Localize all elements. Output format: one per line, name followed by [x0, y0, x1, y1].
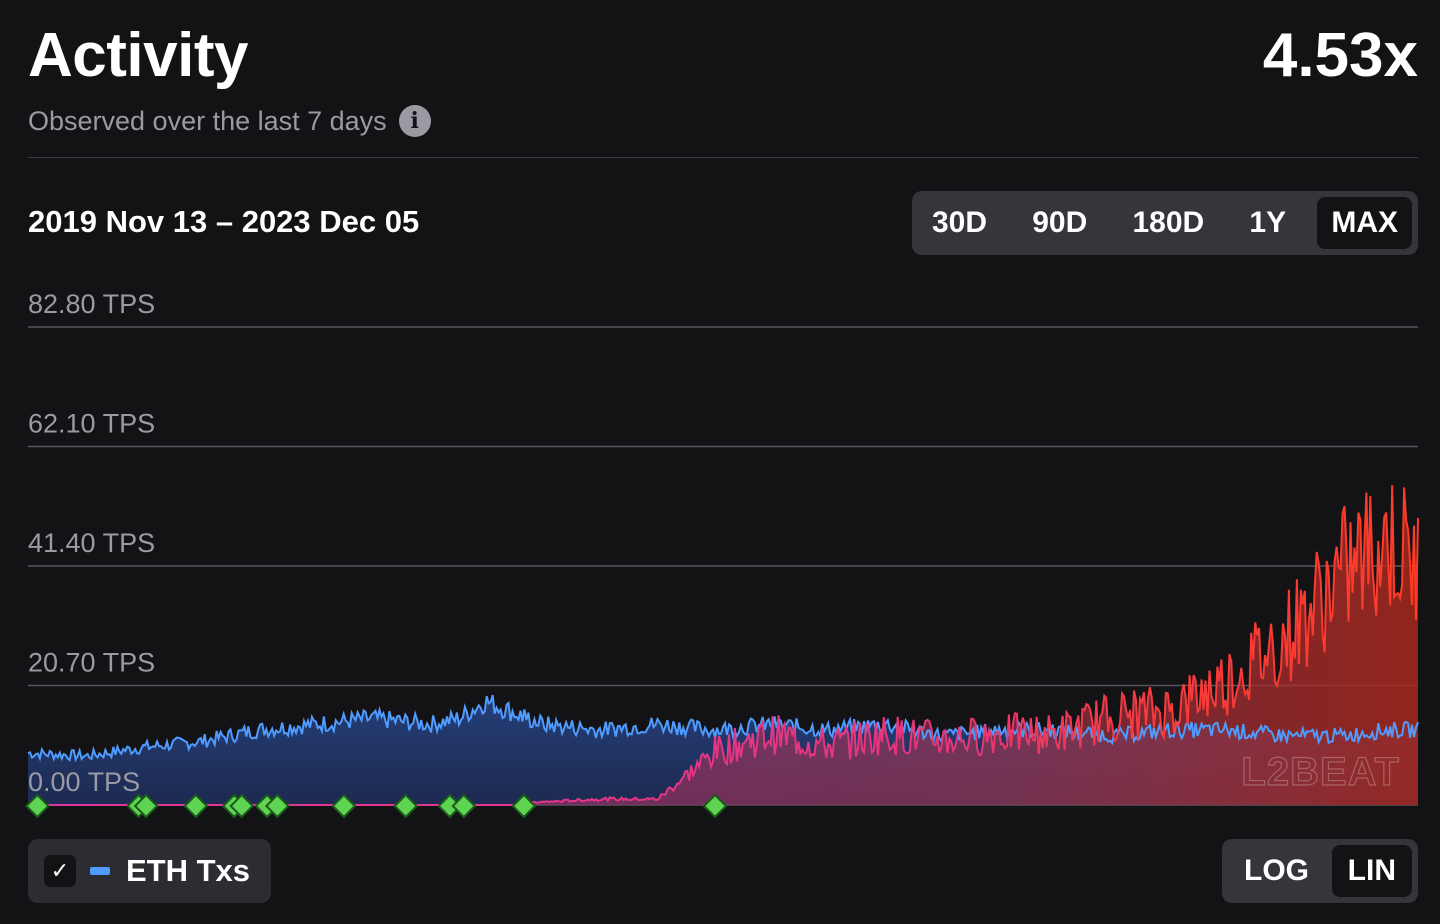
date-range-label: 2019 Nov 13 – 2023 Dec 05	[28, 204, 420, 239]
timeframe-max-button[interactable]: MAX	[1317, 197, 1412, 249]
y-tick-label: 0.00 TPS	[28, 767, 140, 797]
scale-selector: LOG LIN	[1222, 839, 1418, 903]
scaling-ratio: 4.53x	[1262, 21, 1418, 90]
watermark-logo: L2BEAT	[1241, 750, 1400, 794]
y-tick-label: 41.40 TPS	[28, 528, 155, 558]
milestone-diamond[interactable]	[511, 793, 537, 819]
scale-log-button[interactable]: LOG	[1244, 854, 1309, 887]
milestone-diamond[interactable]	[702, 793, 728, 819]
timeframe-180d-button[interactable]: 180D	[1132, 206, 1205, 239]
header-divider	[28, 157, 1418, 158]
milestone-diamond[interactable]	[229, 793, 255, 819]
legend-label: ETH Txs	[126, 853, 251, 888]
y-tick-label: 62.10 TPS	[28, 409, 155, 439]
milestone-diamond[interactable]	[451, 793, 477, 819]
milestone-markers	[24, 793, 728, 819]
eth-txs-toggle[interactable]: ✓ ETH Txs	[28, 839, 271, 903]
milestone-diamond[interactable]	[24, 793, 50, 819]
subtitle-text: Observed over the last 7 days	[28, 106, 387, 136]
y-tick-label: 20.70 TPS	[28, 648, 155, 678]
milestone-diamond[interactable]	[183, 793, 209, 819]
activity-chart: 82.80 TPS 62.10 TPS 41.40 TPS 20.70 TPS 0.00…	[24, 289, 1419, 819]
milestone-diamond[interactable]	[133, 793, 159, 819]
scale-lin-button[interactable]: LIN	[1331, 845, 1412, 897]
timeframe-selector: 30D 90D 180D 1Y MAX	[912, 191, 1418, 255]
y-axis-labels: 82.80 TPS 62.10 TPS 41.40 TPS 20.70 TPS 0.00…	[28, 289, 155, 797]
timeframe-90d-button[interactable]: 90D	[1032, 206, 1088, 239]
legend-swatch	[90, 867, 110, 875]
series-eth-line	[27, 694, 1419, 763]
milestone-diamond[interactable]	[264, 793, 290, 819]
y-tick-label: 82.80 TPS	[28, 289, 155, 319]
milestone-diamond[interactable]	[331, 793, 357, 819]
chart-areas	[27, 485, 1419, 806]
subtitle-row: Observed over the last 7 days i	[28, 104, 431, 138]
check-icon[interactable]: ✓	[44, 855, 76, 887]
timeframe-1y-button[interactable]: 1Y	[1249, 206, 1287, 239]
timeframe-30d-button[interactable]: 30D	[932, 206, 988, 239]
page-title: Activity	[28, 21, 248, 90]
milestone-diamond[interactable]	[393, 793, 419, 819]
info-icon[interactable]: i	[398, 105, 431, 137]
